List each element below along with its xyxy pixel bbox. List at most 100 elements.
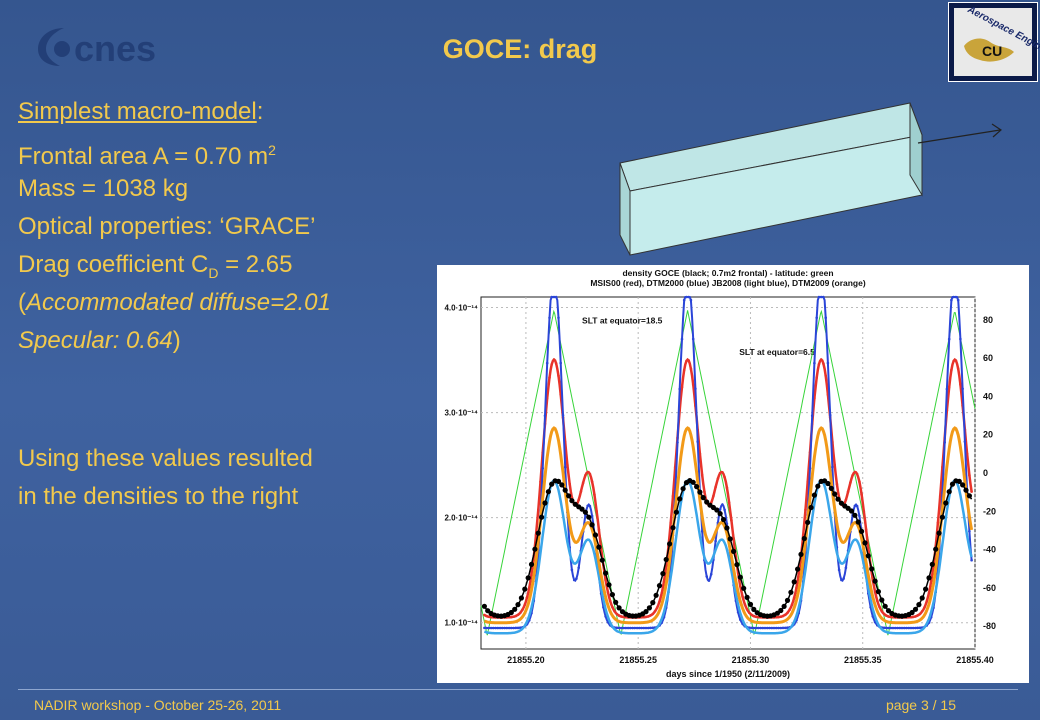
y2-tick-label: -40 [983, 545, 996, 555]
series-point-goce [528, 561, 535, 567]
series-point-dtm2000 [501, 626, 504, 630]
series-point-dtm2000 [651, 626, 655, 630]
series-point-goce [852, 512, 858, 518]
velocity-arrow-head [991, 123, 1002, 138]
series-point-dtm2000 [620, 626, 623, 630]
series-point-msis00 [512, 615, 515, 618]
density-chart: 21855.20 21855.25 21855.30 21855.35 21855.40… [437, 265, 1029, 683]
series-point-goce [828, 485, 834, 491]
series-point-dtm2000 [718, 508, 722, 511]
drag-prefix: Drag coefficient C [18, 251, 209, 278]
series-point-dtm2000 [739, 618, 742, 621]
series-point-dtm2000 [640, 626, 643, 630]
series-point-goce [815, 483, 821, 489]
series-point-dtm2000 [563, 465, 567, 469]
series-point-goce [616, 605, 622, 611]
series-point-dtm2000 [676, 441, 679, 444]
model-heading-line: Simplest macro-model: [18, 97, 263, 127]
series-point-msis00 [952, 359, 955, 363]
series-point-msis00 [916, 614, 919, 617]
series-point-dtm2000 [604, 615, 607, 618]
series-point-goce [949, 481, 956, 487]
series-point-msis00 [781, 614, 785, 618]
series-point-dtm2000 [882, 626, 886, 630]
series-point-dtm2000 [826, 361, 830, 365]
series-point-msis00 [950, 368, 953, 372]
series-point-goce [660, 571, 666, 577]
series-point-msis00 [795, 586, 798, 589]
frontal-area-exponent: 2 [268, 142, 276, 158]
series-point-msis00 [687, 359, 690, 362]
series-point-msis00 [644, 615, 648, 619]
series-point-dtm2000 [889, 626, 893, 630]
series-point-goce [784, 597, 791, 603]
series-point-msis00 [595, 509, 598, 513]
series-point-goce [727, 536, 733, 542]
accommodated-line: (Accommodated diffuse=2.01 [18, 288, 331, 318]
y-tick-label: 2.0·10⁻¹⁴ [444, 514, 478, 523]
series-point-msis00 [954, 359, 958, 362]
series-point-msis00 [703, 490, 706, 493]
series-point-goce [599, 557, 605, 563]
series-point-msis00 [660, 591, 664, 595]
series-point-msis00 [658, 600, 661, 603]
x-axis-label: days since 1/1950 (2/11/2009) [666, 669, 790, 679]
page-number: page 3 / 15 [885, 697, 956, 713]
series-point-goce [798, 551, 804, 557]
series-point-goce [801, 535, 807, 542]
series-point-dtm2000 [891, 626, 895, 630]
series-point-dtm2000 [647, 626, 650, 630]
series-point-goce [811, 492, 817, 498]
series-point-msis00 [885, 614, 888, 617]
series-point-dtm2000 [837, 568, 841, 572]
series-point-msis00 [662, 579, 666, 583]
series-point-dtm2000 [694, 387, 697, 390]
series-point-dtm2000 [763, 626, 767, 630]
series-point-msis00 [956, 367, 960, 371]
series-point-msis00 [577, 498, 580, 502]
series-point-goce [535, 530, 541, 536]
series-point-goce [923, 586, 929, 592]
series-point-dtm2000 [492, 626, 495, 630]
series-point-msis00 [590, 480, 594, 483]
series-point-goce [734, 562, 740, 568]
series-point-dtm2000 [485, 626, 488, 630]
series-point-goce [795, 566, 801, 572]
series-point-goce [680, 486, 686, 492]
series-point-msis00 [653, 610, 657, 613]
series-point-msis00 [721, 471, 724, 474]
series-point-dtm2000 [779, 626, 783, 630]
series-point-dtm2000 [496, 626, 500, 630]
series-point-msis00 [647, 615, 650, 618]
series-point-goce [832, 491, 838, 497]
series-point-msis00 [725, 486, 729, 489]
series-point-msis00 [537, 508, 540, 511]
series-point-msis00 [606, 590, 610, 594]
series-point-dtm2000 [943, 441, 946, 444]
series-point-goce [966, 493, 973, 499]
series-point-goce [919, 595, 925, 601]
series-point-goce [670, 525, 676, 531]
series-point-dtm2000 [615, 626, 619, 630]
frontal-area-line: Frontal area A = 0.70 m2 [18, 135, 276, 172]
series-point-goce [916, 602, 922, 608]
series-point-goce [835, 496, 841, 502]
optical-line: Optical properties: ‘GRACE’ [18, 213, 316, 240]
series-point-msis00 [929, 579, 933, 583]
series-point-dtm2000 [700, 530, 704, 533]
series-point-msis00 [959, 383, 962, 386]
series-point-goce [512, 606, 518, 612]
series-point-goce [643, 609, 649, 615]
series-point-dtm2000 [918, 626, 922, 630]
series-point-msis00 [604, 578, 607, 582]
series-point-dtm2000 [831, 465, 834, 469]
series-point-goce [532, 546, 538, 552]
svg-text:CU: CU [982, 43, 1002, 59]
series-point-dtm2000 [483, 626, 486, 630]
series-point-dtm2000 [775, 626, 778, 630]
drag-value: = 2.65 [218, 251, 293, 278]
series-point-msis00 [887, 615, 890, 618]
series-point-msis00 [483, 613, 486, 617]
series-point-dtm2000 [911, 626, 915, 630]
series-point-dtm2000 [855, 504, 859, 508]
